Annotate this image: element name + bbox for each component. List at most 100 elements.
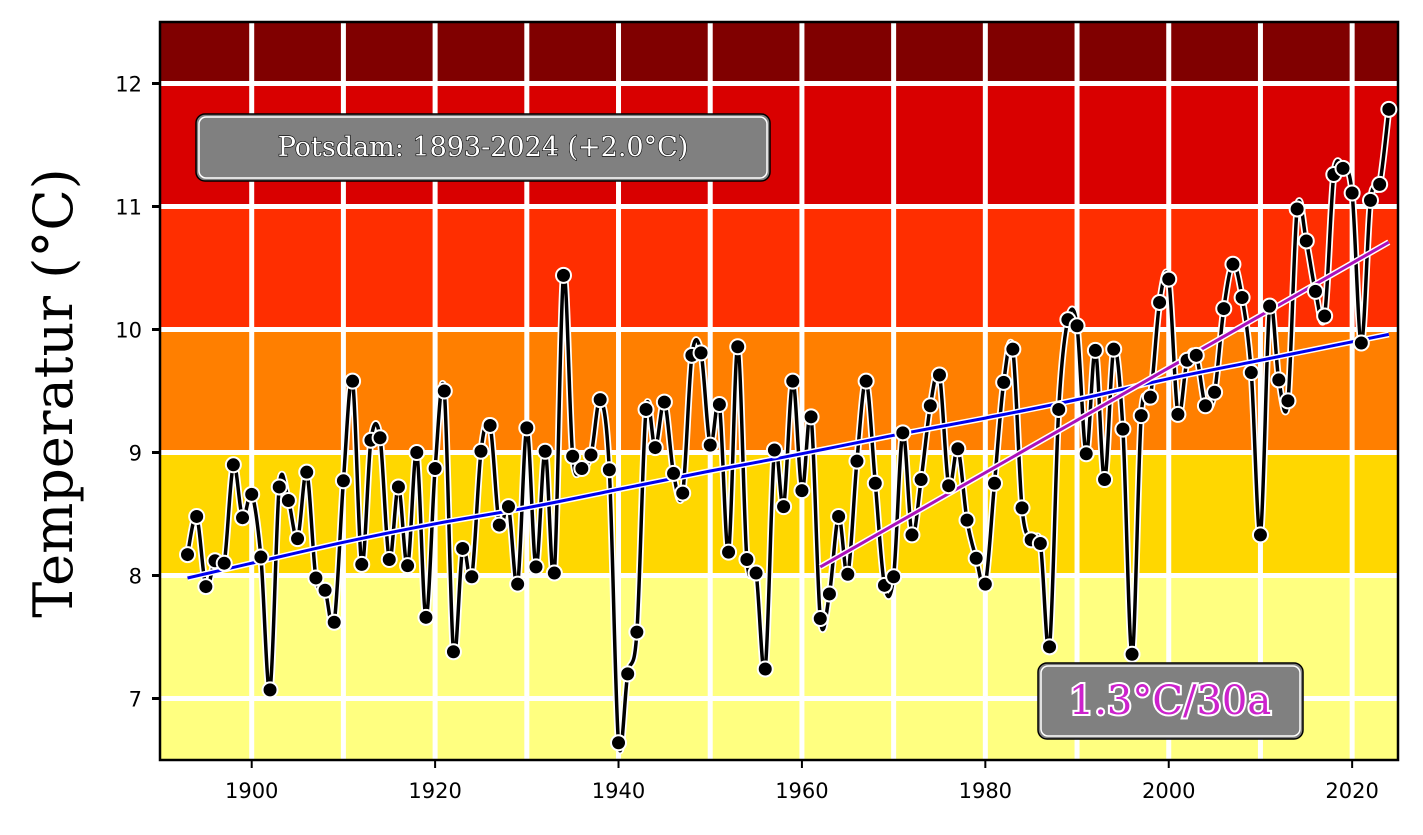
x-tick-label: 1960	[775, 779, 828, 803]
data-point	[279, 491, 297, 509]
data-point	[720, 543, 738, 561]
data-point	[811, 610, 829, 628]
data-point	[1132, 407, 1150, 425]
long-term-trend-line	[187, 332, 1390, 580]
data-point	[793, 482, 811, 500]
x-tick-label: 1920	[408, 779, 461, 803]
data-point	[976, 575, 994, 593]
data-point	[1068, 317, 1086, 335]
axes-border	[158, 20, 1400, 762]
data-point	[197, 578, 215, 596]
data-point	[1242, 364, 1260, 382]
temperature-band-3	[160, 206, 1398, 330]
data-point	[298, 463, 316, 481]
data-point	[1151, 293, 1169, 311]
data-point	[435, 382, 453, 400]
data-point	[628, 623, 646, 641]
data-point	[995, 373, 1013, 391]
data-point	[1196, 397, 1214, 415]
data-point	[499, 498, 517, 516]
data-point	[1297, 232, 1315, 250]
data-point	[940, 477, 958, 495]
data-point	[188, 507, 206, 525]
data-point	[885, 568, 903, 586]
data-point	[289, 530, 307, 548]
data-point	[921, 397, 939, 415]
data-point	[857, 372, 875, 390]
chart-title: Potsdam: 1893-2024 (+2.0°C)	[278, 132, 689, 163]
data-point	[784, 372, 802, 390]
y-tick-label: 12	[115, 73, 142, 97]
data-point	[215, 554, 233, 572]
data-point	[1343, 184, 1361, 202]
data-point	[463, 568, 481, 586]
y-tick-label: 11	[115, 196, 142, 220]
data-point	[481, 416, 499, 434]
data-point	[600, 461, 618, 479]
data-point	[270, 478, 288, 496]
data-point	[1361, 191, 1379, 209]
data-point	[1334, 159, 1352, 177]
data-point	[894, 424, 912, 442]
data-point	[830, 507, 848, 525]
data-point	[444, 643, 462, 661]
data-point	[380, 551, 398, 569]
data-point	[1050, 400, 1068, 418]
data-point	[1306, 282, 1324, 300]
data-point	[408, 444, 426, 461]
data-point	[1270, 371, 1288, 389]
data-point	[564, 447, 582, 465]
data-point	[756, 660, 774, 678]
data-point	[1013, 499, 1031, 517]
data-point	[307, 569, 325, 587]
data-point	[1380, 100, 1398, 118]
x-tick-label: 2000	[1142, 779, 1195, 803]
data-point	[316, 581, 334, 599]
data-point	[729, 338, 747, 356]
data-point	[665, 464, 683, 482]
data-point	[573, 459, 591, 477]
data-point	[399, 557, 417, 575]
data-point	[1096, 471, 1114, 489]
title-box: Potsdam: 1893-2024 (+2.0°C)	[195, 113, 771, 182]
data-point	[1114, 420, 1132, 438]
data-point	[1316, 307, 1334, 325]
y-tick-label: 10	[115, 319, 142, 343]
data-point	[839, 565, 857, 583]
data-point	[930, 366, 948, 384]
data-point	[344, 372, 362, 390]
data-point	[646, 439, 664, 457]
y-tick-label: 9	[129, 442, 142, 466]
x-tick-label: 2020	[1325, 779, 1378, 803]
axis-ticks: 1900 1920 1940 1960 1980 2000 2020 7 8 9 10 11 12	[115, 73, 1379, 804]
trend-box: 1.3°C/30a	[1037, 662, 1304, 740]
data-point	[536, 442, 554, 460]
data-point	[509, 575, 527, 593]
data-point	[958, 511, 976, 529]
data-point	[454, 539, 472, 557]
y-tick-label: 8	[129, 565, 142, 589]
data-point	[1141, 388, 1159, 406]
plot-frame	[158, 20, 1400, 762]
data-point	[848, 452, 866, 470]
data-point	[371, 429, 389, 447]
data-point	[417, 608, 435, 626]
data-point	[1371, 175, 1389, 193]
data-point	[1160, 270, 1178, 288]
data-point	[1123, 645, 1141, 663]
data-point	[1224, 255, 1242, 273]
temperature-band-5	[160, 22, 1398, 84]
data-point	[1041, 638, 1059, 656]
data-point	[692, 344, 710, 362]
data-point	[179, 546, 197, 564]
data-point	[243, 485, 261, 503]
data-point	[1288, 200, 1306, 218]
trend-annotation: 1.3°C/30a	[1069, 678, 1271, 724]
data-point	[554, 266, 572, 284]
data-point	[637, 400, 655, 418]
data-point	[967, 549, 985, 567]
data-point	[674, 484, 692, 502]
data-point	[518, 419, 536, 437]
data-point	[1086, 341, 1104, 359]
data-point	[490, 516, 508, 534]
